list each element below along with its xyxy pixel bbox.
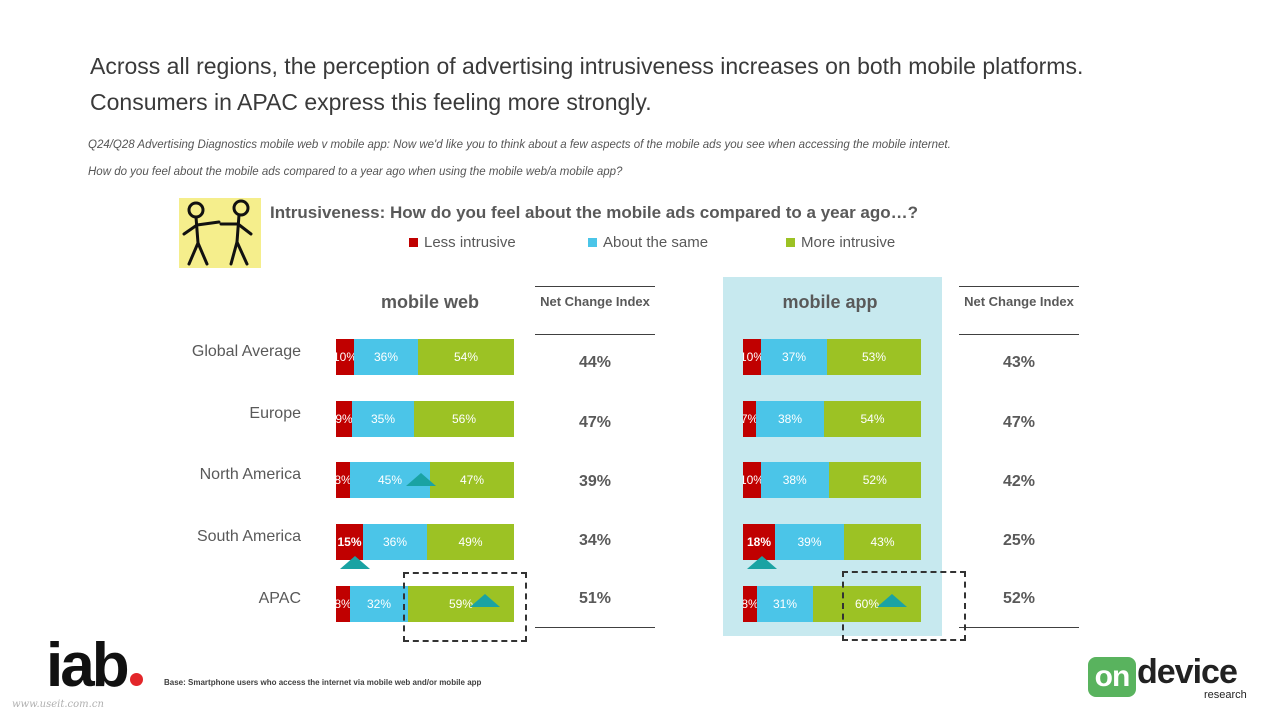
net-change-value: 39% (578, 473, 612, 490)
stacked-bar: 10%38%52% (743, 462, 921, 498)
bar-segment-same: 32% (350, 586, 408, 622)
bar-segment-less: 10% (336, 339, 354, 375)
bar-segment-less: 7% (743, 401, 756, 437)
iab-logo-dot (129, 673, 143, 686)
highlight-box-app (842, 571, 966, 641)
net-change-value: 51% (578, 590, 612, 607)
net-change-value: 44% (578, 354, 612, 371)
net-change-header-app: Net Change Index (959, 286, 1079, 335)
bar-segment-less: 8% (336, 462, 350, 498)
bar-segment-less: 15% (336, 524, 363, 560)
bar-segment-less: 10% (743, 462, 761, 498)
stacked-bar: 15% 36% 49% (336, 524, 514, 560)
bar-segment-less: 10% (743, 339, 761, 375)
net-change-rule-app (959, 627, 1079, 628)
bar-segment-less: 8% (743, 586, 757, 622)
iab-logo-text: iab (46, 631, 130, 700)
up-triangle-icon (877, 594, 907, 607)
legend-swatch-more (786, 238, 795, 247)
stacked-bar: 9% 35% 56% (336, 401, 514, 437)
bar-segment-same: 39% (775, 524, 844, 560)
region-label: Global Average (191, 343, 301, 360)
stacked-bar: 7%38%54% (743, 401, 921, 437)
bar-segment-less: 18% (743, 524, 775, 560)
legend-label-same: About the same (603, 234, 709, 251)
stacked-bar: 18% 39% 43% (743, 524, 921, 560)
stacked-bar: 10%36%54% (336, 339, 514, 375)
region-label: APAC (258, 590, 301, 607)
bar-segment-more: 54% (418, 339, 514, 375)
bar-segment-same: 36% (354, 339, 418, 375)
net-change-value: 47% (578, 414, 612, 431)
ondevice-logo-text: device (1137, 653, 1238, 691)
legend-swatch-same (588, 238, 597, 247)
net-change-value: 47% (1002, 414, 1036, 431)
ondevice-logo-badge: on (1088, 657, 1136, 697)
base-note: Base: Smartphone users who access the in… (164, 678, 482, 687)
region-label: South America (196, 528, 301, 545)
chart-title: Intrusiveness: How do you feel about the… (270, 203, 919, 222)
legend-label-less: Less intrusive (424, 234, 516, 251)
legend-label-more: More intrusive (801, 234, 896, 251)
net-change-value: 43% (1002, 354, 1036, 371)
bar-segment-same: 38% (756, 401, 824, 437)
panel-title-app: mobile app (782, 292, 878, 312)
net-change-value: 34% (578, 532, 612, 549)
region-label: North America (199, 466, 301, 483)
up-triangle-icon (340, 556, 370, 569)
bar-segment-more: 43% (844, 524, 921, 560)
bar-segment-more: 54% (824, 401, 921, 437)
question-text: Q24/Q28 Advertising Diagnostics mobile w… (88, 132, 1188, 186)
stacked-bar: 8%32%59% (336, 586, 514, 622)
region-label: Europe (249, 405, 301, 422)
bar-segment-more: 53% (827, 339, 921, 375)
headline: Across all regions, the perception of ad… (90, 53, 1084, 115)
up-triangle-icon (747, 556, 777, 569)
iab-logo: iab (46, 635, 143, 697)
panel-title-web: mobile web (380, 292, 479, 312)
bar-segment-more: 47% (430, 462, 514, 498)
bar-segment-more: 56% (414, 401, 514, 437)
net-change-value: 25% (1002, 532, 1036, 549)
bar-segment-less: 8% (336, 586, 350, 622)
legend-item-less: Less intrusive (409, 234, 516, 251)
highlight-box-web (403, 572, 527, 642)
question-line-2: How do you feel about the mobile ads com… (88, 166, 623, 178)
two-stick-figures-icon (179, 198, 261, 268)
bar-segment-more: 49% (427, 524, 514, 560)
bar-segment-same: 38% (760, 462, 829, 498)
stacked-bar: 10%37%53% (743, 339, 921, 375)
net-change-rule-web (535, 627, 655, 628)
bar-segment-same: 37% (761, 339, 827, 375)
bar-segment-less: 9% (336, 401, 352, 437)
bar-segment-same: 35% (352, 401, 414, 437)
legend-swatch-less (409, 238, 418, 247)
net-change-value: 42% (1002, 473, 1036, 490)
net-change-header-web: Net Change Index (535, 286, 655, 335)
up-triangle-icon (470, 594, 500, 607)
legend-item-same: About the same (588, 234, 708, 251)
legend-item-more: More intrusive (786, 234, 895, 251)
mobile-app-background (723, 277, 942, 636)
stacked-bar: 8%31%60% (743, 586, 921, 622)
up-triangle-icon (406, 473, 436, 486)
bar-segment-more: 60% (813, 586, 921, 622)
bar-segment-same: 36% (363, 524, 427, 560)
net-change-value: 52% (1002, 590, 1036, 607)
bar-segment-more: 52% (828, 462, 921, 498)
ondevice-logo-subtext: research (1204, 689, 1247, 701)
bar-segment-same: 31% (757, 586, 813, 622)
watermark: www.useit.com.cn (12, 699, 104, 710)
question-line-1: Q24/Q28 Advertising Diagnostics mobile w… (88, 139, 951, 151)
